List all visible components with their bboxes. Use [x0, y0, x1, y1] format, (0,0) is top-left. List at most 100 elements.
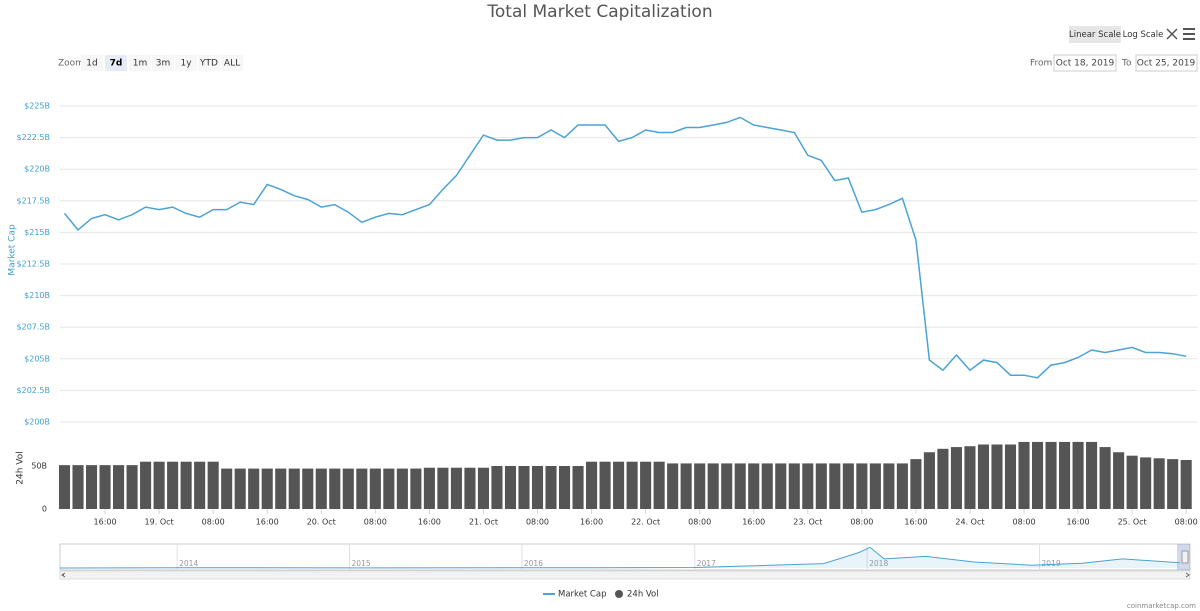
volume-bar — [640, 461, 652, 509]
volume-bar — [626, 461, 638, 509]
volume-bar — [383, 468, 395, 509]
volume-bar — [437, 467, 449, 509]
x-tick-label: 2016 — [524, 559, 543, 568]
zoom-button[interactable] — [81, 55, 103, 71]
volume-bar — [248, 468, 260, 509]
x-tick-label: 19. Oct — [145, 518, 174, 527]
volume-bar — [194, 461, 206, 509]
scale-button[interactable] — [1122, 26, 1164, 43]
y-tick-label: $217.5B — [17, 196, 50, 205]
fullscreen-icon[interactable] — [1166, 28, 1178, 40]
x-tick-label: 08:00 — [688, 518, 711, 527]
volume-bar — [275, 468, 287, 509]
volume-bar — [1018, 441, 1030, 509]
volume-bar — [99, 465, 111, 509]
y-tick-label: $200B — [24, 418, 50, 427]
zoom-button[interactable] — [105, 55, 127, 71]
volume-bar — [1072, 441, 1084, 509]
volume-bar — [761, 463, 773, 509]
volume-bar — [937, 448, 949, 509]
x-tick-label: 16:00 — [904, 518, 927, 527]
scroll-left[interactable] — [61, 572, 66, 578]
volume-bar — [491, 466, 503, 509]
x-tick-label: 2014 — [179, 559, 198, 568]
volume-bar — [977, 444, 990, 509]
x-tick-label: 16:00 — [256, 518, 279, 527]
volume-bar — [788, 463, 800, 509]
volume-bar — [586, 461, 598, 509]
volume-bar — [1140, 457, 1152, 509]
x-tick-label: 2018 — [869, 559, 888, 568]
x-tick-label: 25. Oct — [1118, 518, 1147, 527]
zoom-button[interactable] — [221, 55, 243, 71]
volume-bar — [450, 467, 462, 509]
volume-bar — [221, 468, 233, 509]
volume-bar — [775, 463, 787, 509]
credit: coinmarketcap.com — [1127, 602, 1196, 610]
volume-bar — [613, 461, 625, 509]
zoom-button[interactable] — [198, 55, 220, 71]
volume-bar — [1031, 441, 1044, 509]
volume-bar — [1099, 447, 1111, 509]
volume-bar — [329, 468, 341, 509]
scale-button-label: Linear Scale — [1069, 30, 1121, 40]
zoom-button-label: 1m — [133, 59, 148, 69]
volume-bar — [167, 461, 179, 509]
volume-bar — [342, 468, 354, 509]
volume-bar — [964, 446, 976, 509]
volume-bar — [707, 463, 719, 509]
volume-bar — [85, 465, 98, 509]
x-tick-label: 24. Oct — [955, 518, 984, 527]
volume-bar — [923, 452, 935, 509]
volume-bar — [1059, 441, 1071, 509]
x-tick-label: 2017 — [697, 559, 716, 568]
x-tick-label: 08:00 — [850, 518, 873, 527]
zoom-button-label: ALL — [224, 59, 240, 69]
zoom-button-label: 7d — [110, 59, 123, 69]
volume-bar — [504, 466, 517, 509]
navigator-handle[interactable] — [1181, 550, 1189, 564]
x-tick-label: 08:00 — [526, 518, 549, 527]
to-label: To — [1121, 59, 1132, 69]
legend-label[interactable]: 24h Vol — [627, 590, 659, 600]
from-input[interactable] — [1053, 54, 1117, 72]
y-tick-label: 0 — [42, 505, 47, 514]
x-tick-label: 16:00 — [1067, 518, 1090, 527]
x-tick-label: 16:00 — [418, 518, 441, 527]
y-tick-label: $222.5B — [17, 133, 50, 142]
legend-label[interactable]: Market Cap — [558, 590, 606, 600]
volume-bar — [815, 463, 827, 509]
from-label: From — [1030, 59, 1052, 69]
volume-bar — [531, 466, 544, 509]
volume-bar — [748, 463, 760, 509]
volume-bar — [126, 465, 138, 509]
volume-bar — [599, 461, 611, 509]
zoom-button[interactable] — [129, 55, 151, 71]
volume-bar — [883, 463, 895, 509]
zoom-button[interactable] — [175, 55, 197, 71]
volume-bar — [518, 466, 530, 509]
volume-bar — [653, 461, 665, 509]
volume-bar — [423, 467, 435, 509]
zoom-button-label: 1y — [180, 59, 192, 69]
zoom-button[interactable] — [152, 55, 174, 71]
x-tick-label: 16:00 — [94, 518, 117, 527]
volume-bar — [410, 468, 422, 509]
y-tick-label: $212.5B — [17, 260, 50, 269]
menu-icon[interactable] — [1183, 28, 1195, 40]
x-tick-label: 08:00 — [1175, 518, 1198, 527]
to-input[interactable] — [1135, 54, 1198, 72]
x-tick-label: 21. Oct — [469, 518, 498, 527]
scrollbar[interactable] — [59, 570, 1191, 580]
volume-bar — [667, 463, 679, 509]
volume-bar — [113, 465, 125, 509]
scale-button[interactable] — [1069, 26, 1121, 43]
volume-bar — [1153, 458, 1165, 509]
volume-bar — [842, 463, 854, 509]
zoom-button-label: YTD — [199, 59, 218, 69]
navigator-area — [60, 547, 1180, 568]
scroll-right[interactable] — [1185, 572, 1190, 578]
volume-bar — [234, 468, 246, 509]
volume-bar — [802, 463, 814, 509]
